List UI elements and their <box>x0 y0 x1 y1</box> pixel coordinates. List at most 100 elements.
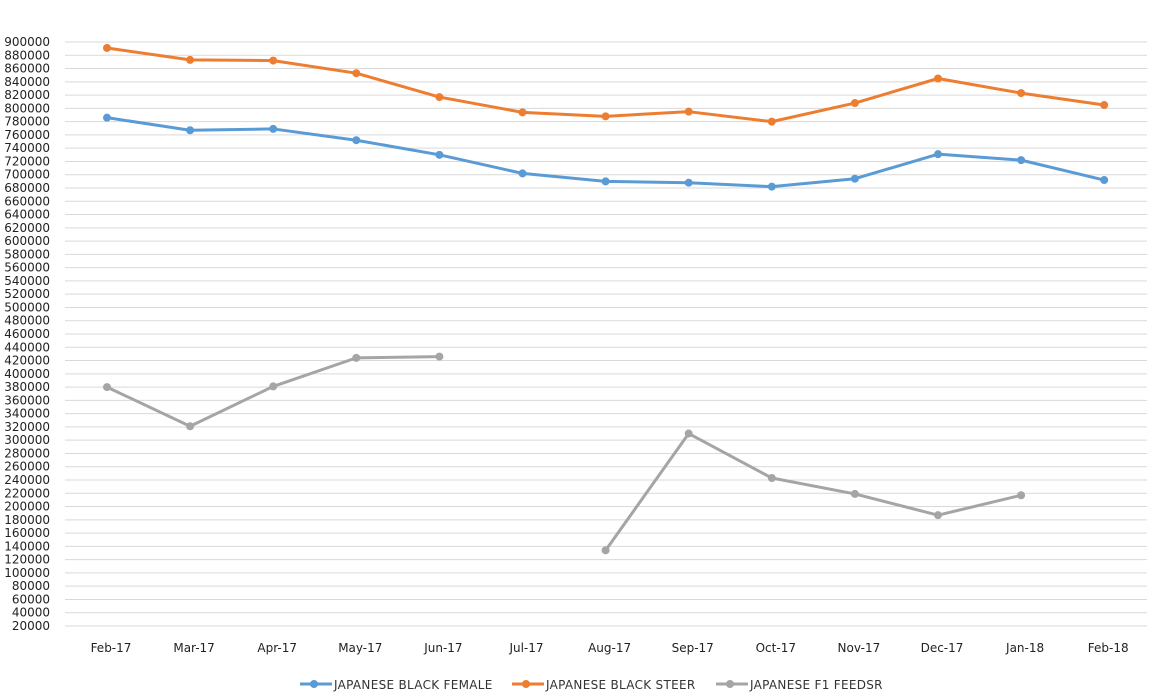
y-tick-label: 900000 <box>4 35 50 49</box>
series-lines <box>103 43 1109 555</box>
y-tick-label: 680000 <box>4 181 50 195</box>
series-line <box>604 432 1023 552</box>
data-point <box>518 108 527 117</box>
y-axis-ticks: 2000040000600008000010000012000014000016… <box>4 35 50 633</box>
y-tick-label: 220000 <box>4 486 50 500</box>
y-tick-label: 20000 <box>12 619 50 633</box>
series-line <box>105 355 441 428</box>
data-point <box>934 511 942 520</box>
y-tick-label: 860000 <box>4 62 50 76</box>
y-tick-label: 260000 <box>4 460 50 474</box>
y-tick-label: 420000 <box>4 354 50 368</box>
y-tick-label: 380000 <box>4 380 50 394</box>
series-japanese-black-female <box>103 113 1109 191</box>
y-tick-label: 340000 <box>4 407 50 421</box>
y-tick-label: 100000 <box>4 566 50 580</box>
data-point <box>269 56 278 65</box>
y-tick-label: 760000 <box>4 128 50 142</box>
y-tick-label: 720000 <box>4 154 50 168</box>
y-tick-label: 800000 <box>4 101 50 115</box>
y-tick-label: 640000 <box>4 208 50 222</box>
data-point <box>684 107 693 116</box>
x-tick-label: Apr-17 <box>257 641 297 655</box>
data-point <box>934 74 942 83</box>
data-point <box>103 113 111 122</box>
series-line <box>105 116 1106 189</box>
y-tick-label: 580000 <box>4 247 50 261</box>
data-point <box>1100 176 1109 185</box>
data-point <box>601 546 610 555</box>
data-point <box>435 93 444 102</box>
y-tick-label: 200000 <box>4 500 50 514</box>
legend-item[interactable]: JAPANESE BLACK FEMALE <box>300 678 493 692</box>
y-tick-label: 120000 <box>4 553 50 567</box>
y-tick-label: 520000 <box>4 287 50 301</box>
y-tick-label: 500000 <box>4 300 50 314</box>
data-point <box>1017 89 1026 98</box>
data-point <box>435 150 444 159</box>
legend-swatch-marker <box>726 680 734 688</box>
data-point <box>850 489 859 498</box>
data-point <box>435 352 444 361</box>
y-tick-label: 400000 <box>4 367 50 381</box>
y-tick-label: 480000 <box>4 314 50 328</box>
data-point <box>767 182 776 191</box>
x-tick-label: Feb-17 <box>91 641 132 655</box>
x-axis-ticks: Feb-17 Mar-17 Apr-17 May-17 Jun-17 Jul-17 Aug-… <box>91 641 1129 655</box>
y-tick-label: 140000 <box>4 539 50 553</box>
legend-label: JAPANESE BLACK FEMALE <box>333 678 493 692</box>
y-tick-label: 840000 <box>4 75 50 89</box>
x-tick-label: Dec-17 <box>921 641 964 655</box>
y-tick-label: 600000 <box>4 234 50 248</box>
y-tick-label: 280000 <box>4 446 50 460</box>
y-tick-label: 80000 <box>12 579 50 593</box>
x-tick-label: Mar-17 <box>173 641 214 655</box>
y-tick-label: 300000 <box>4 433 50 447</box>
y-tick-label: 40000 <box>12 606 50 620</box>
series-line <box>105 46 1106 124</box>
data-point <box>684 429 693 438</box>
data-point <box>103 43 111 52</box>
x-tick-label: Jun-17 <box>423 641 462 655</box>
series-japanese-f1-feedsr <box>103 352 1026 555</box>
y-tick-label: 180000 <box>4 513 50 527</box>
gridlines <box>65 41 1147 627</box>
data-point <box>352 69 361 78</box>
y-tick-label: 460000 <box>4 327 50 341</box>
y-tick-label: 540000 <box>4 274 50 288</box>
data-point <box>1017 491 1026 500</box>
y-tick-label: 240000 <box>4 473 50 487</box>
y-tick-label: 700000 <box>4 168 50 182</box>
y-tick-label: 160000 <box>4 526 50 540</box>
x-tick-label: Aug-17 <box>588 641 631 655</box>
data-point <box>601 112 610 121</box>
data-point <box>352 353 361 362</box>
x-tick-label: Feb-18 <box>1088 641 1129 655</box>
data-point <box>352 136 361 145</box>
y-tick-label: 360000 <box>4 393 50 407</box>
data-point <box>850 99 859 108</box>
data-point <box>850 174 859 183</box>
legend-item[interactable]: JAPANESE F1 FEEDSR <box>716 678 883 692</box>
data-point <box>684 178 693 187</box>
data-point <box>767 474 776 483</box>
x-tick-label: May-17 <box>338 641 382 655</box>
data-point <box>767 117 776 126</box>
x-tick-label: Jul-17 <box>508 641 543 655</box>
legend-item[interactable]: JAPANESE BLACK STEER <box>512 678 696 692</box>
legend-label: JAPANESE F1 FEEDSR <box>749 678 883 692</box>
data-point <box>1017 156 1026 165</box>
legend-swatch-marker <box>310 680 318 688</box>
y-tick-label: 440000 <box>4 340 50 354</box>
series-japanese-black-steer <box>103 43 1109 126</box>
data-point <box>186 422 195 431</box>
legend-swatch-marker <box>522 680 530 688</box>
y-tick-label: 60000 <box>12 592 50 606</box>
data-point <box>1100 101 1109 110</box>
y-tick-label: 620000 <box>4 221 50 235</box>
y-tick-label: 880000 <box>4 48 50 62</box>
data-point <box>518 169 527 178</box>
x-tick-label: Oct-17 <box>756 641 796 655</box>
data-point <box>601 177 610 186</box>
